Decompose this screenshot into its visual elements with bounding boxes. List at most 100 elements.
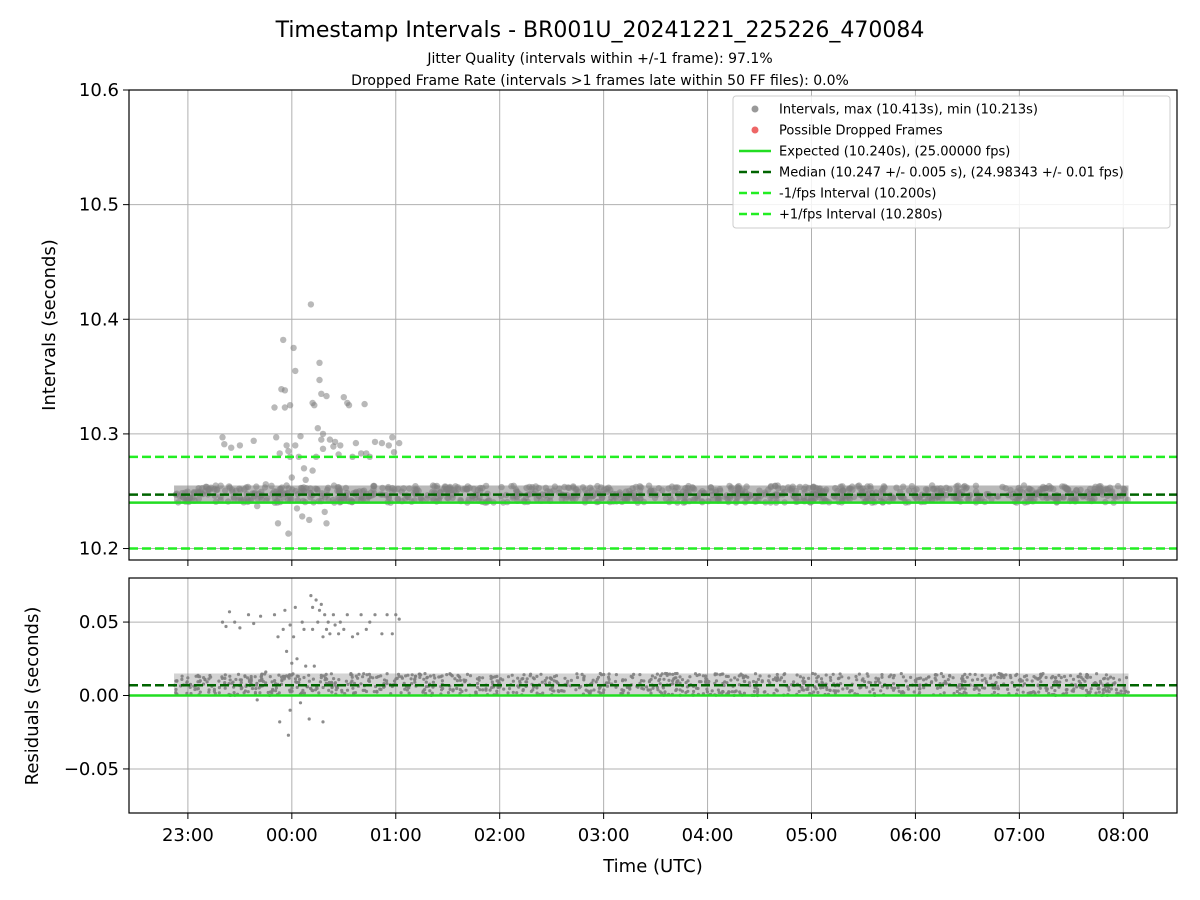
interval-point <box>592 688 596 692</box>
interval-point <box>293 677 298 681</box>
legend-label: Possible Dropped Frames <box>779 124 943 139</box>
interval-point <box>874 680 878 684</box>
interval-point <box>458 688 462 692</box>
interval-point <box>963 687 967 691</box>
outlier-point <box>250 437 257 444</box>
interval-point <box>394 495 401 502</box>
outlier-point <box>333 623 337 627</box>
interval-point <box>450 674 454 678</box>
interval-point <box>607 672 611 676</box>
interval-point <box>594 680 598 684</box>
intervals-plot-frame <box>128 89 1178 561</box>
interval-point <box>892 682 896 686</box>
interval-point <box>1104 486 1112 493</box>
interval-point <box>753 686 757 690</box>
interval-point <box>189 494 196 501</box>
interval-point <box>253 690 257 695</box>
interval-point <box>934 673 938 677</box>
interval-point <box>655 685 660 690</box>
interval-point <box>207 690 211 694</box>
interval-point <box>961 482 968 490</box>
interval-point <box>1094 691 1098 695</box>
outlier-point <box>285 649 289 654</box>
interval-point <box>1126 690 1130 694</box>
interval-point <box>292 487 299 495</box>
interval-point <box>678 675 682 679</box>
interval-point <box>554 679 559 684</box>
outlier-point <box>319 445 327 452</box>
outlier-point <box>316 620 320 624</box>
outlier-point <box>371 438 379 446</box>
interval-point <box>268 675 272 679</box>
residuals-y-axis-label: Residuals (seconds) <box>22 607 43 786</box>
interval-point <box>1025 678 1029 682</box>
outlier-point <box>273 434 280 441</box>
interval-point <box>621 678 625 682</box>
interval-point <box>1059 483 1066 490</box>
interval-point <box>899 672 903 676</box>
outlier-point <box>292 635 296 639</box>
interval-point <box>260 672 264 676</box>
interval-point <box>446 691 451 695</box>
interval-point <box>857 672 862 676</box>
interval-point <box>874 676 878 680</box>
interval-point <box>880 673 884 677</box>
interval-point <box>379 484 386 492</box>
interval-point <box>792 680 796 684</box>
interval-point <box>1097 690 1101 694</box>
interval-point <box>1039 680 1043 684</box>
interval-point <box>223 673 227 677</box>
interval-point <box>1015 484 1022 492</box>
outlier-point <box>292 367 299 375</box>
outlier-point <box>281 387 289 394</box>
intervals-y-axis-label: Intervals (seconds) <box>39 239 60 411</box>
interval-point <box>671 487 678 495</box>
interval-point <box>688 675 692 679</box>
legend-marker <box>751 126 759 134</box>
interval-point <box>449 494 456 501</box>
interval-point <box>686 679 690 683</box>
interval-point <box>701 674 705 678</box>
interval-point <box>951 676 955 680</box>
outlier-point <box>220 620 225 624</box>
interval-point <box>403 687 407 691</box>
interval-point <box>727 690 731 694</box>
interval-point <box>671 682 675 686</box>
interval-point <box>754 680 759 684</box>
outlier-point <box>259 614 263 618</box>
interval-point <box>983 677 987 681</box>
outlier-point <box>350 635 355 639</box>
interval-point <box>954 482 962 489</box>
interval-point <box>575 675 580 680</box>
interval-point <box>319 673 323 677</box>
legend-label: Intervals, max (10.413s), min (10.213s) <box>779 103 1038 118</box>
interval-point <box>778 678 782 682</box>
interval-point <box>524 680 528 684</box>
interval-point <box>1124 676 1129 680</box>
interval-point <box>906 687 911 691</box>
interval-point <box>329 672 333 676</box>
outlier-point <box>324 627 329 632</box>
interval-point <box>531 676 535 680</box>
interval-point <box>433 676 437 680</box>
interval-point <box>417 672 421 676</box>
y-tick-label: 10.6 <box>79 80 119 101</box>
outlier-point <box>255 698 259 702</box>
outlier-point <box>306 516 313 524</box>
interval-point <box>413 678 417 682</box>
interval-point <box>511 679 515 683</box>
interval-point <box>713 672 717 676</box>
interval-point <box>1026 691 1030 695</box>
interval-point <box>961 677 965 681</box>
interval-point <box>968 672 972 676</box>
outlier-point <box>342 627 346 632</box>
interval-point <box>406 485 413 492</box>
interval-point <box>775 689 779 693</box>
interval-point <box>782 679 787 684</box>
interval-point <box>580 672 584 677</box>
interval-point <box>631 676 635 680</box>
interval-point <box>423 495 431 502</box>
interval-point <box>1098 679 1102 683</box>
interval-point <box>455 679 459 683</box>
interval-point <box>1044 675 1048 680</box>
